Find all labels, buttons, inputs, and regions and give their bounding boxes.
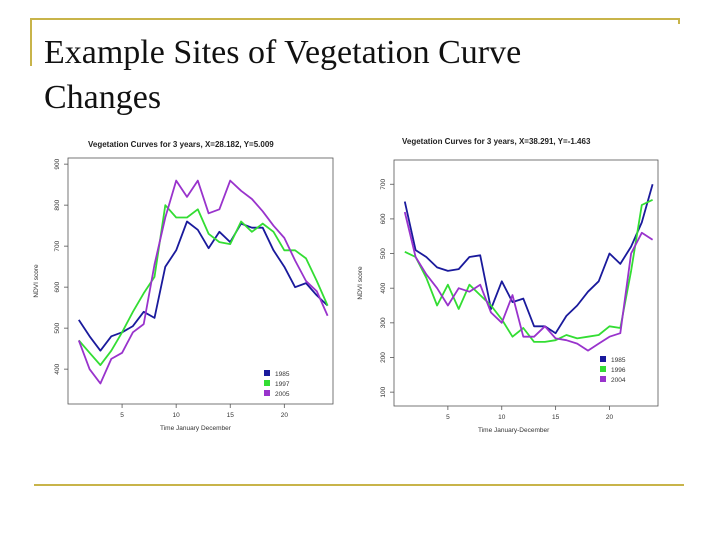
right-rule xyxy=(678,18,680,24)
x-tick-label: 10 xyxy=(498,414,506,421)
y-tick-label: 700 xyxy=(380,178,387,189)
y-tick-label: 600 xyxy=(380,213,387,224)
y-tick-label: 300 xyxy=(380,317,387,328)
x-tick-label: 20 xyxy=(281,412,289,419)
legend-swatch-1985 xyxy=(600,356,606,362)
chart-title: Vegetation Curves for 3 years, X=38.291,… xyxy=(402,137,591,146)
title-line-2: Changes xyxy=(44,79,162,116)
plot-frame xyxy=(67,157,334,405)
top-rule xyxy=(30,18,680,20)
legend-label-1996: 1996 xyxy=(611,367,626,374)
y-tick-label: 900 xyxy=(54,158,61,169)
x-tick-label: 5 xyxy=(120,412,124,419)
series-line-1985 xyxy=(78,220,329,352)
bottom-rule xyxy=(34,484,684,486)
plot-frame xyxy=(393,159,659,407)
y-axis-label: NDVI score xyxy=(33,264,40,298)
legend-swatch-1997 xyxy=(264,380,270,386)
legend-label-1997: 1997 xyxy=(275,381,290,388)
legend-swatch-1996 xyxy=(600,366,606,372)
y-tick-label: 700 xyxy=(54,240,61,251)
slide-title: Example Sites of Vegetation Curve Change… xyxy=(44,30,644,120)
x-axis-label: Time January December xyxy=(160,425,232,432)
x-tick-label: 15 xyxy=(227,412,235,419)
x-tick-label: 10 xyxy=(173,412,181,419)
legend-label-2004: 2004 xyxy=(611,377,626,384)
title-line-1: Example Sites of Vegetation Curve xyxy=(44,34,522,71)
y-tick-label: 400 xyxy=(380,282,387,293)
series-line-1997 xyxy=(78,204,329,367)
series-line-1985 xyxy=(403,184,654,335)
legend-label-1985: 1985 xyxy=(275,371,290,378)
y-tick-label: 400 xyxy=(54,363,61,374)
legend-label-1985: 1985 xyxy=(611,357,626,364)
y-tick-label: 500 xyxy=(380,248,387,259)
left-rule xyxy=(30,18,32,66)
legend-swatch-1985 xyxy=(264,370,270,376)
chart-title: Vegetation Curves for 3 years, X=28.182,… xyxy=(88,140,274,149)
legend-label-2005: 2005 xyxy=(275,391,290,398)
y-tick-label: 600 xyxy=(54,281,61,292)
y-tick-label: 500 xyxy=(54,322,61,333)
x-tick-label: 5 xyxy=(446,414,450,421)
series-line-2005 xyxy=(77,179,329,385)
legend-swatch-2004 xyxy=(600,376,606,382)
x-tick-label: 20 xyxy=(606,414,614,421)
y-tick-label: 100 xyxy=(380,386,387,397)
left-chart: Vegetation Curves for 3 years, X=28.182,… xyxy=(33,140,334,432)
legend-swatch-2005 xyxy=(264,390,270,396)
x-tick-label: 15 xyxy=(552,414,560,421)
y-tick-label: 200 xyxy=(380,352,387,363)
y-tick-label: 800 xyxy=(54,199,61,210)
right-chart: Vegetation Curves for 3 years, X=38.291,… xyxy=(357,137,659,434)
series-line-1996 xyxy=(404,198,653,343)
x-axis-label: Time January-December xyxy=(478,427,550,434)
series-line-2004 xyxy=(403,211,654,352)
y-axis-label: NDVI score xyxy=(357,266,364,300)
